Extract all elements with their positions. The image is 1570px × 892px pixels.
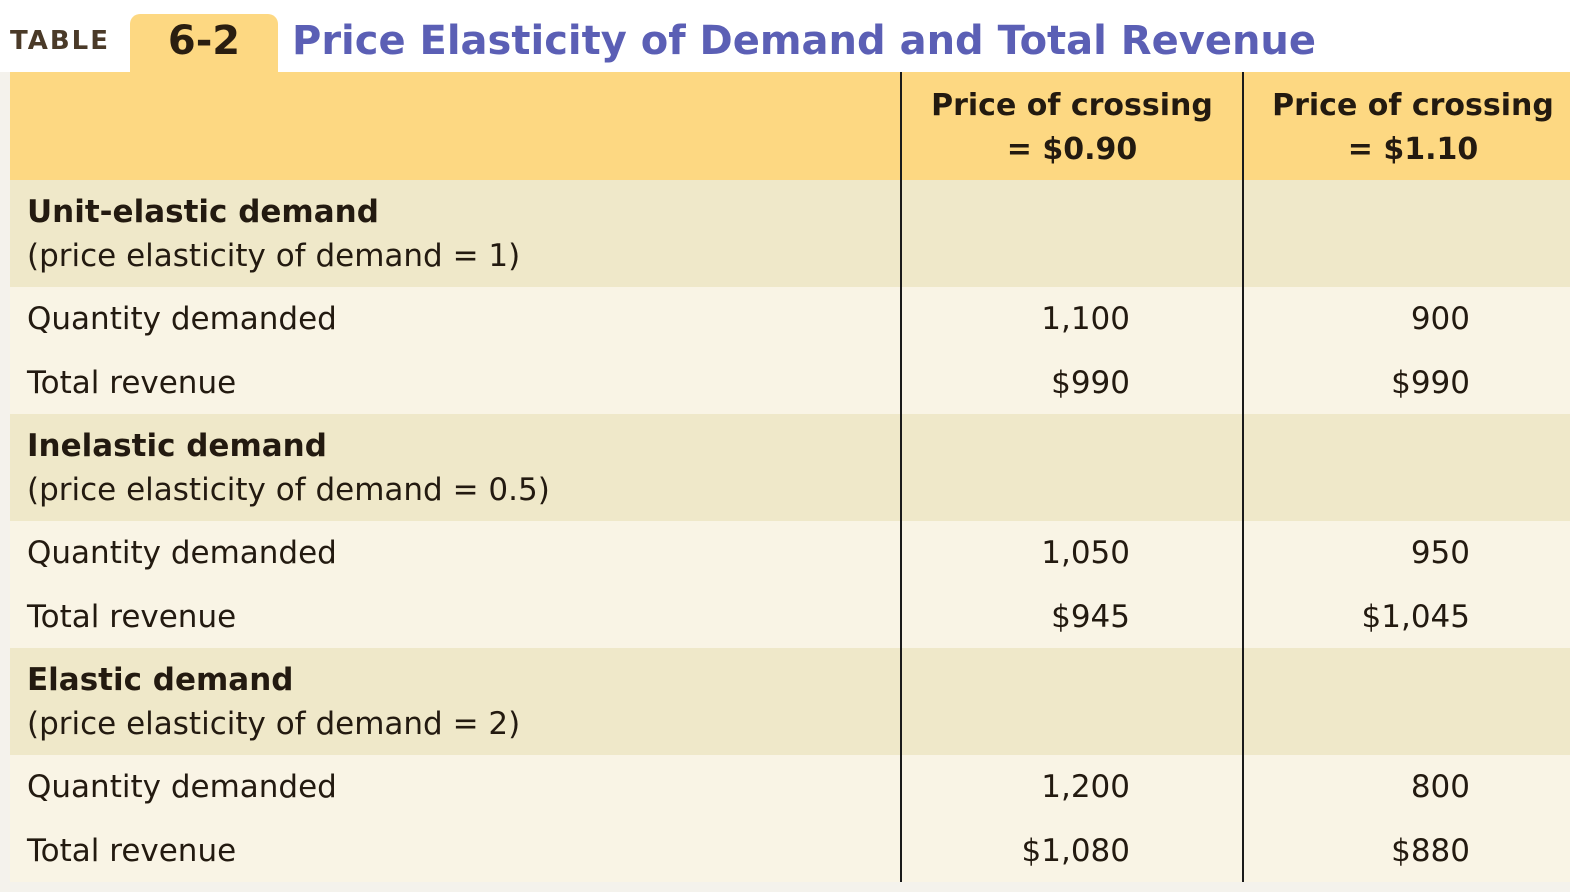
cell-value: $1,045 [1361, 598, 1470, 635]
table-label: TABLE [10, 26, 110, 56]
cell-value: $990 [1391, 364, 1470, 401]
section-title: Unit-elastic demand [27, 194, 379, 230]
section-subtitle: (price elasticity of demand = 2) [27, 706, 521, 742]
cell-value: $1,080 [1021, 832, 1130, 869]
row-label: Quantity demanded [27, 535, 337, 571]
cell-value: 1,050 [1041, 535, 1130, 571]
cell-value: $990 [1051, 364, 1130, 401]
cell-value: $945 [1051, 598, 1130, 635]
column-header: = $1.10 [1347, 132, 1479, 167]
section-subtitle: (price elasticity of demand = 0.5) [27, 472, 550, 508]
table-number: 6-2 [167, 18, 241, 64]
section-row [10, 648, 1570, 755]
cell-value: 950 [1410, 535, 1470, 571]
column-divider [900, 72, 902, 882]
row-label: Total revenue [27, 364, 237, 401]
data-row [10, 350, 1570, 414]
table-title: Price Elasticity of Demand and Total Rev… [292, 18, 1317, 64]
cell-value: 1,200 [1041, 769, 1130, 805]
column-header: Price of crossing [1272, 88, 1554, 123]
cell-value: 900 [1410, 301, 1470, 337]
row-label: Quantity demanded [27, 769, 337, 805]
row-label: Total revenue [27, 832, 237, 869]
data-row [10, 818, 1570, 882]
section-subtitle: (price elasticity of demand = 1) [27, 238, 521, 274]
number-tab [130, 14, 278, 74]
data-row [10, 584, 1570, 648]
data-row [10, 287, 1570, 351]
cell-value: 1,100 [1041, 301, 1130, 337]
data-row [10, 521, 1570, 585]
section-title: Inelastic demand [27, 428, 327, 464]
column-header: = $0.90 [1006, 132, 1138, 167]
row-label: Quantity demanded [27, 301, 337, 337]
header-row [10, 72, 1570, 180]
column-header: Price of crossing [931, 88, 1213, 123]
cell-value: 800 [1410, 769, 1470, 805]
column-divider [1242, 72, 1244, 882]
data-row [10, 755, 1570, 819]
cell-value: $880 [1391, 832, 1470, 869]
section-row [10, 414, 1570, 521]
row-label: Total revenue [27, 598, 237, 635]
section-row [10, 180, 1570, 287]
section-title: Elastic demand [27, 662, 294, 698]
